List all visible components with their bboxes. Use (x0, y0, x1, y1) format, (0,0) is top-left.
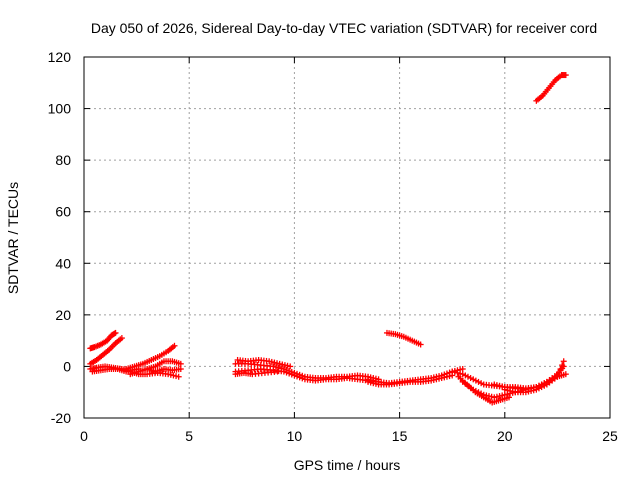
data-point (506, 394, 513, 401)
y-tick-label: 100 (48, 101, 72, 117)
plot-frame (83, 56, 611, 419)
data-point (171, 342, 178, 349)
series-arc-3c (234, 356, 294, 370)
data-point (562, 371, 569, 378)
data-point (560, 358, 567, 365)
series-arc-6f (533, 371, 569, 391)
data-point (175, 373, 182, 380)
data-point (112, 329, 119, 336)
y-axis-label: SDTVAR / TECUs (5, 182, 21, 294)
tick-labels: 0 5 10 15 20 25 -20 0 20 40 60 80 100 120 (48, 49, 618, 444)
data-point (417, 341, 424, 348)
data-point (287, 363, 294, 370)
trail-marker (557, 366, 564, 373)
series-arc-1a (87, 329, 119, 352)
series-arc-2d (144, 366, 184, 375)
y-tick-label: 60 (55, 204, 71, 220)
x-tick-label: 5 (185, 428, 193, 444)
y-tick-label: -20 (51, 410, 71, 426)
y-tick-label: 0 (63, 358, 71, 374)
x-axis-label: GPS time / hours (294, 457, 401, 473)
data-point (459, 366, 466, 373)
axis-ticks (83, 56, 611, 419)
series-arc-2a (123, 342, 178, 373)
data-point (118, 335, 125, 342)
data-point (177, 360, 184, 367)
x-tick-label: 0 (80, 428, 88, 444)
series-arc-4b (365, 372, 456, 388)
x-tick-label: 15 (392, 428, 408, 444)
data-point (177, 366, 184, 373)
x-tick-label: 20 (497, 428, 513, 444)
y-tick-label: 120 (48, 49, 72, 65)
series-arc-7 (533, 72, 569, 104)
y-tick-label: 20 (55, 307, 71, 323)
trail-marker (559, 362, 566, 369)
y-tick-label: 80 (55, 152, 71, 168)
series-arc-1b (87, 335, 125, 367)
chart-title: Day 050 of 2026, Sidereal Day-to-day VTE… (91, 20, 597, 36)
grid (84, 57, 610, 418)
series-arc-3d (232, 368, 281, 378)
y-tick-label: 40 (55, 255, 71, 271)
series-arc-5 (383, 329, 424, 348)
x-tick-label: 25 (602, 428, 618, 444)
data-point (562, 72, 569, 79)
data-series (87, 72, 569, 406)
x-tick-label: 10 (287, 428, 303, 444)
data-point (274, 368, 281, 375)
